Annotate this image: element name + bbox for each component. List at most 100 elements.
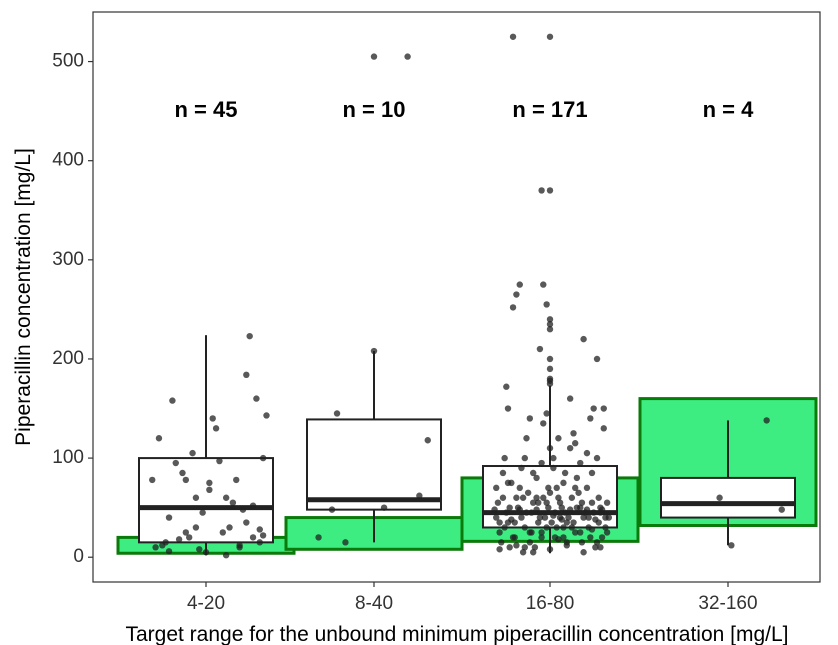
data-point: [182, 476, 190, 484]
data-point: [523, 435, 530, 442]
data-point: [587, 534, 594, 541]
data-point: [588, 526, 596, 533]
data-point: [590, 509, 597, 516]
n-label-8-40: n = 10: [343, 97, 406, 122]
data-point: [155, 435, 163, 442]
data-point: [493, 514, 500, 521]
data-point: [546, 444, 554, 452]
data-point: [578, 539, 586, 546]
data-point: [578, 499, 586, 506]
y-axis-title: Piperacillin concentration [mg/L]: [12, 148, 35, 446]
x-tick-label-16-80: 16-80: [526, 593, 575, 614]
data-point: [249, 502, 257, 509]
data-point: [543, 410, 550, 417]
data-point: [530, 549, 537, 556]
data-point: [496, 519, 503, 526]
data-point: [597, 544, 604, 551]
data-point: [229, 499, 237, 506]
data-point: [202, 549, 210, 556]
data-point: [192, 494, 200, 501]
data-point: [566, 506, 574, 513]
data-point: [165, 548, 173, 555]
data-point: [506, 544, 513, 551]
data-point: [162, 539, 169, 546]
data-point: [588, 469, 596, 477]
data-point: [555, 494, 562, 501]
data-point: [561, 509, 569, 516]
data-point: [546, 326, 554, 333]
data-point: [528, 509, 535, 516]
y-tick-label: 0: [73, 546, 84, 567]
data-point: [563, 542, 570, 549]
data-point: [342, 539, 349, 546]
data-point: [570, 519, 577, 526]
data-point: [256, 539, 263, 546]
data-point: [587, 415, 594, 422]
data-point: [550, 454, 557, 462]
data-point: [259, 532, 267, 539]
data-point: [558, 516, 565, 523]
data-point: [593, 539, 601, 546]
data-point: [189, 449, 196, 457]
data-point: [545, 504, 552, 511]
data-point: [246, 332, 253, 340]
data-point: [509, 304, 517, 311]
data-point: [533, 494, 540, 501]
data-point: [592, 544, 599, 551]
data-point: [518, 464, 525, 472]
data-point: [256, 526, 263, 533]
data-point: [556, 499, 564, 506]
data-point: [548, 519, 555, 526]
data-point: [546, 321, 554, 328]
data-point: [528, 529, 535, 536]
n-label-4-20: n = 45: [175, 97, 238, 122]
data-point: [580, 549, 587, 556]
data-point: [531, 544, 539, 551]
data-point: [568, 524, 576, 531]
data-point: [560, 479, 567, 487]
data-point: [165, 514, 173, 521]
box-32-160: [660, 476, 796, 519]
data-point: [546, 316, 554, 323]
data-point: [243, 519, 250, 526]
data-point: [504, 479, 512, 487]
data-point: [598, 534, 606, 541]
data-point: [380, 504, 388, 511]
data-point: [526, 415, 534, 422]
data-point: [493, 484, 500, 492]
data-point: [506, 504, 513, 511]
data-point: [603, 499, 611, 506]
data-point: [572, 440, 579, 447]
data-point: [222, 494, 230, 501]
data-point: [550, 512, 557, 519]
data-point: [540, 420, 547, 427]
data-point: [533, 506, 540, 513]
data-point: [600, 425, 607, 432]
data-point: [222, 552, 230, 559]
data-point: [580, 335, 587, 343]
data-point: [206, 486, 213, 494]
data-point: [253, 395, 260, 402]
box-4-20: [138, 457, 274, 544]
data-point: [513, 291, 520, 298]
data-point: [179, 469, 186, 477]
data-point: [560, 524, 567, 531]
data-point: [192, 524, 200, 531]
data-point: [521, 454, 528, 462]
data-point: [513, 494, 520, 501]
data-point: [716, 494, 723, 501]
data-point: [590, 405, 597, 412]
data-point: [249, 534, 257, 541]
data-point: [543, 301, 550, 308]
data-point: [573, 474, 581, 482]
data-point: [504, 405, 512, 412]
data-point: [577, 529, 584, 536]
x-tick-label-4-20: 4-20: [187, 593, 225, 614]
data-point: [263, 412, 270, 419]
data-point: [509, 33, 517, 40]
data-point: [212, 425, 220, 432]
data-point: [561, 469, 569, 477]
data-point: [206, 479, 213, 487]
data-point: [328, 506, 336, 513]
